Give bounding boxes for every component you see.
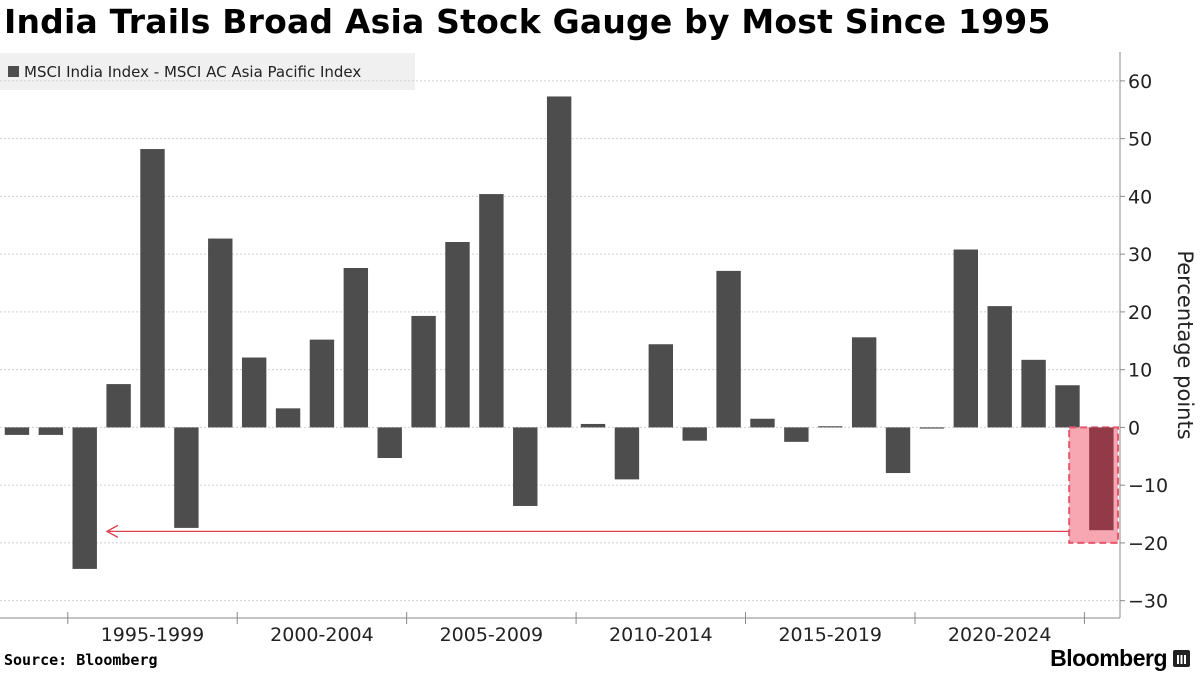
bar-1997: [140, 149, 165, 428]
brand-wordmark: Bloomberg: [1050, 645, 1167, 671]
bar-2010: [580, 423, 606, 428]
y-tick-label: 30: [1128, 244, 1152, 266]
y-tick-label: −10: [1128, 475, 1168, 497]
bar-2004: [377, 427, 402, 459]
bar-2022: [987, 306, 1012, 428]
bar-2017: [818, 426, 843, 428]
x-group-label: 2010-2014: [609, 624, 713, 646]
y-tick-label: 10: [1128, 360, 1152, 382]
y-tick-label: 20: [1128, 302, 1152, 324]
bar-2015: [750, 418, 775, 428]
y-axis-label: Percentage points: [1173, 250, 1197, 439]
bar-2025: [1089, 427, 1114, 531]
bar-2009: [546, 96, 572, 428]
y-tick-label: 60: [1128, 71, 1152, 93]
bar-2024: [1055, 385, 1080, 428]
bloomberg-logo: Bloomberg: [1050, 645, 1190, 672]
y-tick-label: 50: [1128, 129, 1152, 151]
x-group-label: 2020-2024: [948, 624, 1052, 646]
y-tick-label: −30: [1128, 591, 1168, 613]
y-tick-label: 0: [1128, 417, 1140, 439]
bar-2021: [953, 249, 979, 428]
bar-1993: [4, 427, 30, 435]
chart-title: India Trails Broad Asia Stock Gauge by M…: [4, 2, 1051, 41]
bar-1998: [174, 427, 199, 528]
bar-2005: [411, 315, 436, 428]
bar-2008: [513, 427, 538, 506]
bar-2003: [343, 268, 369, 428]
bar-1996: [106, 384, 131, 428]
bar-1995: [72, 427, 97, 569]
x-group-label: 2000-2004: [270, 624, 374, 646]
bar-2014: [716, 270, 741, 428]
bar-2023: [1021, 359, 1046, 428]
bar-2018: [851, 337, 877, 428]
x-group-label: 1995-1999: [101, 624, 205, 646]
bar-2000: [241, 357, 267, 428]
bar-2007: [479, 194, 504, 428]
bar-1994: [38, 427, 64, 435]
bar-2006: [445, 242, 470, 428]
y-tick-label: 40: [1128, 186, 1152, 208]
source-note: Source: Bloomberg: [4, 651, 158, 669]
legend-label: MSCI India Index - MSCI AC Asia Pacific …: [24, 62, 362, 81]
legend-swatch: [8, 66, 19, 77]
annotation-arrow-head: [105, 524, 119, 538]
x-group-label: 2015-2019: [778, 624, 882, 646]
y-tick-label: −20: [1128, 533, 1168, 555]
bar-2011: [614, 427, 640, 480]
x-group-label: 2005-2009: [440, 624, 544, 646]
legend: MSCI India Index - MSCI AC Asia Pacific …: [0, 53, 415, 90]
bar-2020: [919, 427, 945, 429]
bar-2013: [682, 427, 707, 441]
bloomberg-mark-icon: [1173, 650, 1190, 667]
bar-2019: [885, 427, 911, 474]
bar-2016: [784, 427, 809, 442]
bar-1999: [208, 238, 233, 428]
bar-2012: [648, 344, 674, 428]
bar-2001: [275, 408, 301, 428]
bar-2002: [309, 339, 335, 428]
